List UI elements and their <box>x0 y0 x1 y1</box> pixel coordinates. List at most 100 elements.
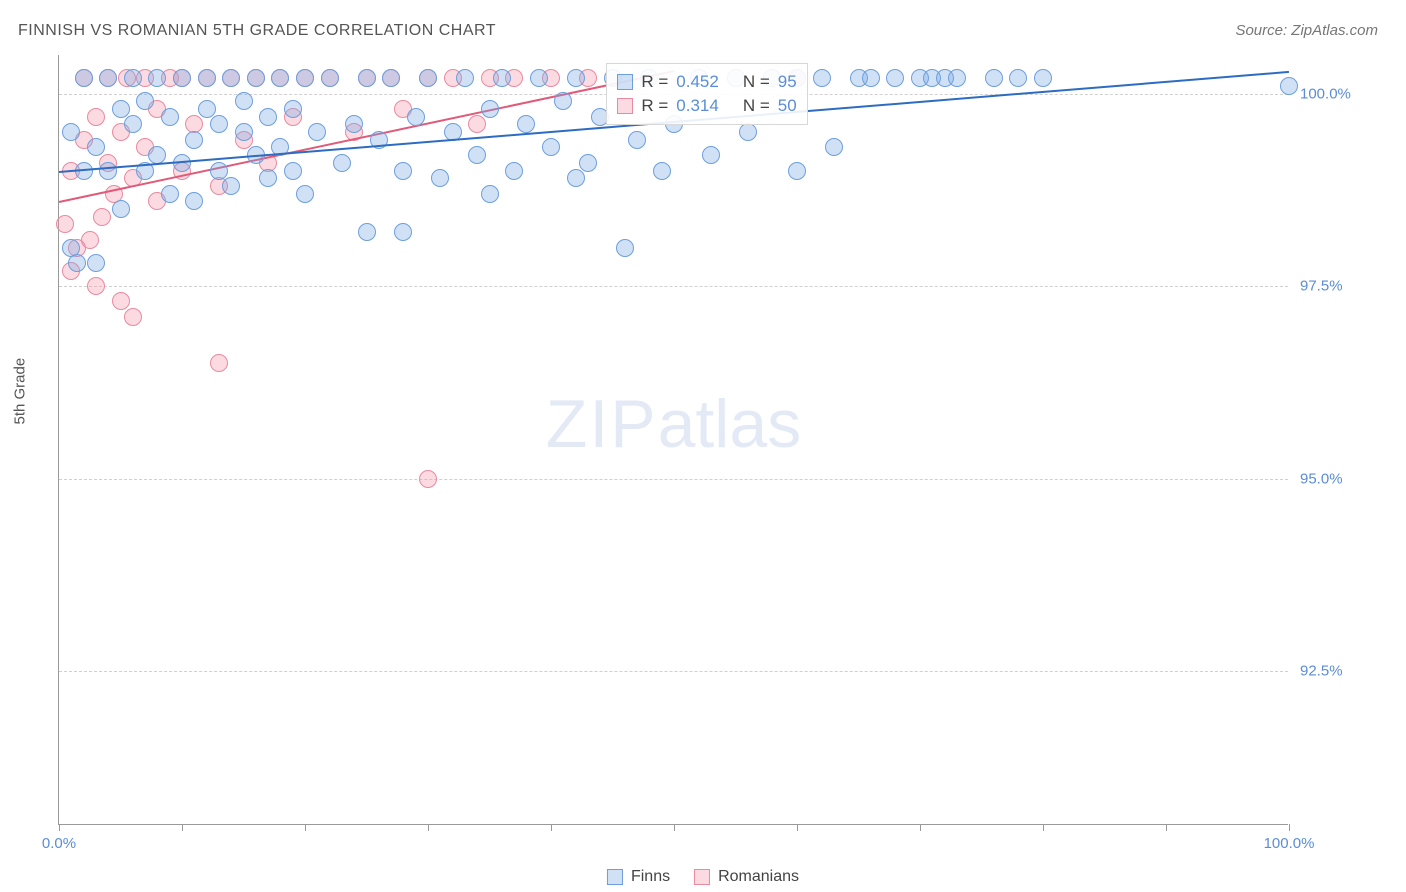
scatter-point-finns <box>124 69 142 87</box>
scatter-point-finns <box>271 69 289 87</box>
scatter-point-finns <box>345 115 363 133</box>
x-tick <box>305 824 306 831</box>
r-value: 0.452 <box>676 72 719 92</box>
scatter-point-finns <box>210 162 228 180</box>
scatter-point-finns <box>481 185 499 203</box>
scatter-point-finns <box>394 223 412 241</box>
scatter-point-finns <box>616 239 634 257</box>
scatter-point-finns <box>161 108 179 126</box>
scatter-point-finns <box>739 123 757 141</box>
scatter-point-finns <box>517 115 535 133</box>
scatter-point-finns <box>886 69 904 87</box>
legend: Finns Romanians <box>607 868 799 886</box>
n-label: N = <box>743 72 770 92</box>
scatter-point-finns <box>481 100 499 118</box>
x-tick <box>551 824 552 831</box>
scatter-point-finns <box>308 123 326 141</box>
scatter-point-finns <box>493 69 511 87</box>
scatter-point-finns <box>198 69 216 87</box>
stats-box: R =0.452N =95R =0.314N =50 <box>606 63 807 125</box>
chart-title: FINNISH VS ROMANIAN 5TH GRADE CORRELATIO… <box>18 22 496 40</box>
scatter-point-finns <box>567 69 585 87</box>
scatter-point-romanians <box>124 308 142 326</box>
scatter-point-finns <box>468 146 486 164</box>
plot-area: ZIPatlas 92.5%95.0%97.5%100.0%0.0%100.0%… <box>58 55 1288 825</box>
scatter-point-finns <box>530 69 548 87</box>
y-tick-label: 97.5% <box>1300 278 1380 295</box>
watermark-light: atlas <box>658 386 802 462</box>
source-attribution: Source: ZipAtlas.com <box>1235 22 1378 39</box>
swatch-romanians <box>617 98 633 114</box>
scatter-point-finns <box>431 169 449 187</box>
scatter-point-finns <box>247 69 265 87</box>
scatter-point-finns <box>394 162 412 180</box>
scatter-point-finns <box>284 162 302 180</box>
n-value: 50 <box>778 96 797 116</box>
scatter-point-finns <box>788 162 806 180</box>
scatter-point-finns <box>124 115 142 133</box>
legend-item-romanians: Romanians <box>694 868 799 886</box>
watermark: ZIPatlas <box>546 385 801 463</box>
scatter-point-finns <box>75 69 93 87</box>
scatter-point-finns <box>210 115 228 133</box>
scatter-point-finns <box>628 131 646 149</box>
scatter-point-finns <box>567 169 585 187</box>
scatter-point-finns <box>198 100 216 118</box>
scatter-point-finns <box>173 69 191 87</box>
scatter-point-finns <box>296 185 314 203</box>
r-value: 0.314 <box>676 96 719 116</box>
x-tick <box>920 824 921 831</box>
x-tick <box>182 824 183 831</box>
legend-item-finns: Finns <box>607 868 670 886</box>
y-tick-label: 100.0% <box>1300 85 1380 102</box>
swatch-finns <box>617 74 633 90</box>
scatter-point-finns <box>112 100 130 118</box>
gridline <box>59 479 1288 480</box>
scatter-point-romanians <box>81 231 99 249</box>
scatter-point-finns <box>862 69 880 87</box>
scatter-point-finns <box>136 92 154 110</box>
scatter-point-finns <box>87 254 105 272</box>
scatter-point-finns <box>284 100 302 118</box>
scatter-point-finns <box>68 254 86 272</box>
x-tick <box>1043 824 1044 831</box>
scatter-point-finns <box>825 138 843 156</box>
scatter-point-finns <box>148 146 166 164</box>
scatter-point-finns <box>456 69 474 87</box>
n-label: N = <box>743 96 770 116</box>
scatter-point-finns <box>296 69 314 87</box>
scatter-point-finns <box>185 131 203 149</box>
scatter-point-finns <box>419 69 437 87</box>
x-tick-label: 0.0% <box>42 835 76 852</box>
scatter-point-finns <box>653 162 671 180</box>
x-tick-label: 100.0% <box>1264 835 1315 852</box>
scatter-point-romanians <box>87 277 105 295</box>
scatter-point-finns <box>185 192 203 210</box>
scatter-point-finns <box>99 162 117 180</box>
scatter-point-finns <box>358 69 376 87</box>
scatter-point-finns <box>222 69 240 87</box>
scatter-point-finns <box>222 177 240 195</box>
scatter-point-finns <box>505 162 523 180</box>
scatter-point-finns <box>235 92 253 110</box>
y-tick-label: 95.0% <box>1300 470 1380 487</box>
scatter-point-finns <box>99 69 117 87</box>
scatter-point-finns <box>321 69 339 87</box>
legend-swatch-finns <box>607 869 623 885</box>
x-tick <box>1166 824 1167 831</box>
stats-row-finns: R =0.452N =95 <box>617 70 796 94</box>
scatter-point-romanians <box>56 215 74 233</box>
x-tick <box>428 824 429 831</box>
watermark-bold: ZIP <box>546 386 658 462</box>
scatter-point-romanians <box>93 208 111 226</box>
scatter-point-finns <box>702 146 720 164</box>
scatter-point-finns <box>333 154 351 172</box>
scatter-point-finns <box>813 69 831 87</box>
y-axis-label: 5th Grade <box>12 358 29 425</box>
scatter-point-romanians <box>419 470 437 488</box>
scatter-point-romanians <box>468 115 486 133</box>
scatter-point-finns <box>148 69 166 87</box>
scatter-point-finns <box>542 138 560 156</box>
x-tick <box>797 824 798 831</box>
scatter-point-romanians <box>87 108 105 126</box>
